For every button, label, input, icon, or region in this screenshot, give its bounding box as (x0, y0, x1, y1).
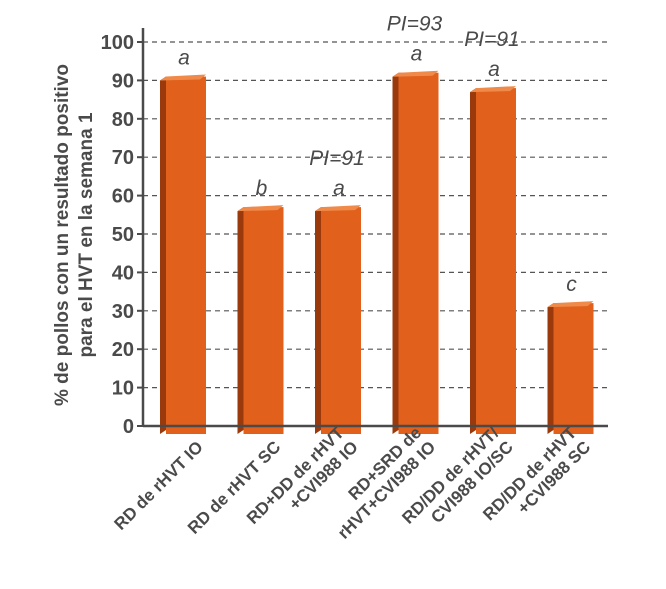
bar-side (470, 88, 476, 434)
bar-side (237, 207, 244, 434)
y-tick-label: 30 (112, 301, 134, 323)
y-tick-label: 50 (112, 224, 134, 246)
y-tick-label: 90 (112, 70, 134, 92)
y-tick-label: 80 (112, 109, 134, 131)
bar: a PI=91 (464, 28, 520, 434)
bar-side (392, 72, 399, 434)
bar-letter-label: a (488, 58, 500, 81)
y-axis-label: % de pollos con un resultado positivo par… (52, 64, 97, 406)
bar-side (160, 76, 166, 434)
y-tick-label: 0 (123, 416, 134, 438)
bar-top (160, 74, 206, 81)
bar: a PI=91 (309, 147, 365, 434)
bar-front (553, 303, 594, 434)
bar-top (315, 205, 361, 212)
bar-top (547, 301, 594, 308)
bar-front (321, 207, 361, 434)
bar-front (476, 88, 516, 434)
gridlines (143, 41, 608, 389)
bar-top (392, 70, 439, 77)
y-tick-label: 40 (112, 262, 134, 284)
bar: c (547, 273, 594, 434)
bar-front (398, 72, 439, 434)
bar-front (243, 207, 284, 434)
y-tick-label: 10 (112, 378, 134, 400)
bar-letter-label: c (566, 273, 577, 296)
bar: a PI=93 (387, 13, 443, 434)
y-tick-label: 20 (112, 339, 134, 361)
bar-front (166, 76, 206, 434)
y-tick-label: 100 (101, 32, 134, 54)
bar-letter-label: a (333, 177, 345, 200)
bar-top (470, 86, 516, 93)
y-tick-label: 60 (112, 186, 134, 208)
bar-letter-label: b (256, 177, 268, 200)
y-ticks: 0 10 20 30 40 50 60 70 80 90 100 (101, 32, 143, 438)
bar: b (237, 177, 284, 434)
bar-letter-label: a (411, 43, 423, 66)
bar-side (547, 303, 554, 434)
bar-pi-label: PI=93 (387, 13, 443, 36)
bar-pi-label: PI=91 (464, 28, 519, 51)
bar-side (315, 207, 321, 434)
bar-pi-label: PI=91 (309, 147, 364, 170)
bar-top (237, 205, 284, 212)
bar-letter-label: a (178, 47, 190, 70)
y-tick-label: 70 (112, 147, 134, 169)
bar: a (160, 47, 206, 434)
